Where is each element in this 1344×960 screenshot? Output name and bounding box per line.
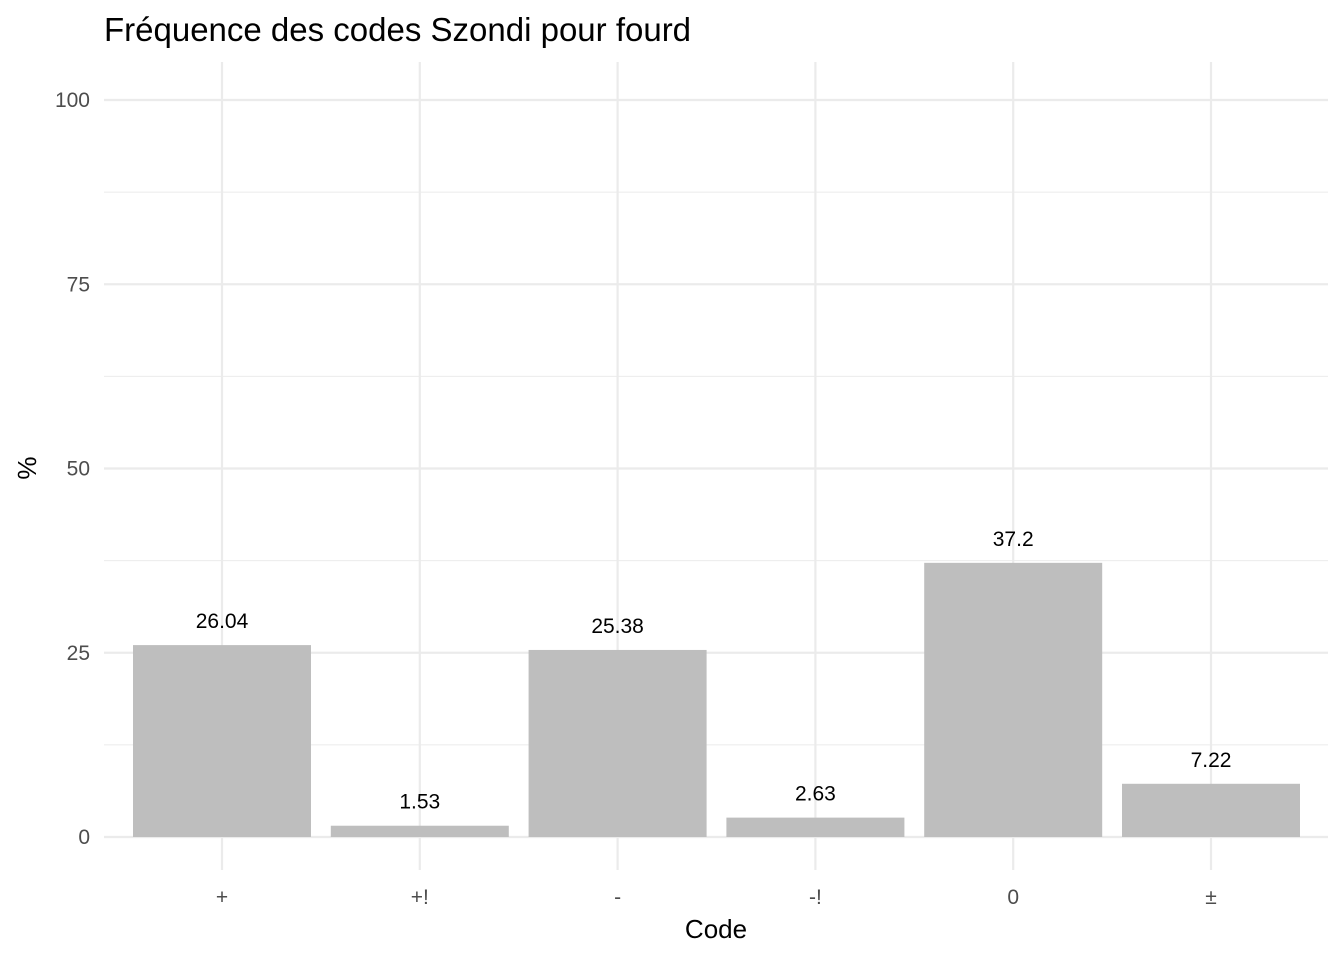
y-axis-label: % xyxy=(12,456,42,479)
bar-value-label: 7.22 xyxy=(1191,749,1232,772)
x-tick-label: + xyxy=(216,886,228,909)
chart-title: Fréquence des codes Szondi pour fourd xyxy=(104,11,691,48)
bar xyxy=(133,645,311,837)
x-tick-label: ± xyxy=(1205,886,1217,909)
data-labels: 26.04 1.53 25.38 2.63 37.2 7.22 xyxy=(196,528,1232,814)
x-axis-label: Code xyxy=(685,914,747,944)
x-tick-label: +! xyxy=(411,886,429,909)
y-tick-labels: 0 25 50 75 100 xyxy=(55,89,90,849)
y-tick-label: 25 xyxy=(67,642,90,665)
y-tick-label: 100 xyxy=(55,89,90,112)
bar-value-label: 25.38 xyxy=(591,615,644,638)
x-tick-label: -! xyxy=(809,886,822,909)
bar xyxy=(924,562,1103,837)
bar xyxy=(330,825,509,837)
bar-value-label: 26.04 xyxy=(196,610,249,633)
bar xyxy=(1122,783,1300,837)
bar-value-label: 37.2 xyxy=(993,528,1034,551)
bar-value-label: 2.63 xyxy=(795,783,836,806)
bars xyxy=(133,562,1300,837)
y-tick-label: 0 xyxy=(78,826,90,849)
bar-value-label: 1.53 xyxy=(399,791,440,814)
x-tick-labels: + +! - -! 0 ± xyxy=(216,886,1217,909)
y-tick-label: 75 xyxy=(67,273,90,296)
x-tick-label: 0 xyxy=(1007,886,1019,909)
minor-gridlines xyxy=(104,191,1328,746)
bar xyxy=(726,817,905,837)
y-tick-label: 50 xyxy=(67,458,90,481)
bar xyxy=(528,649,707,837)
x-tick-label: - xyxy=(614,886,621,909)
